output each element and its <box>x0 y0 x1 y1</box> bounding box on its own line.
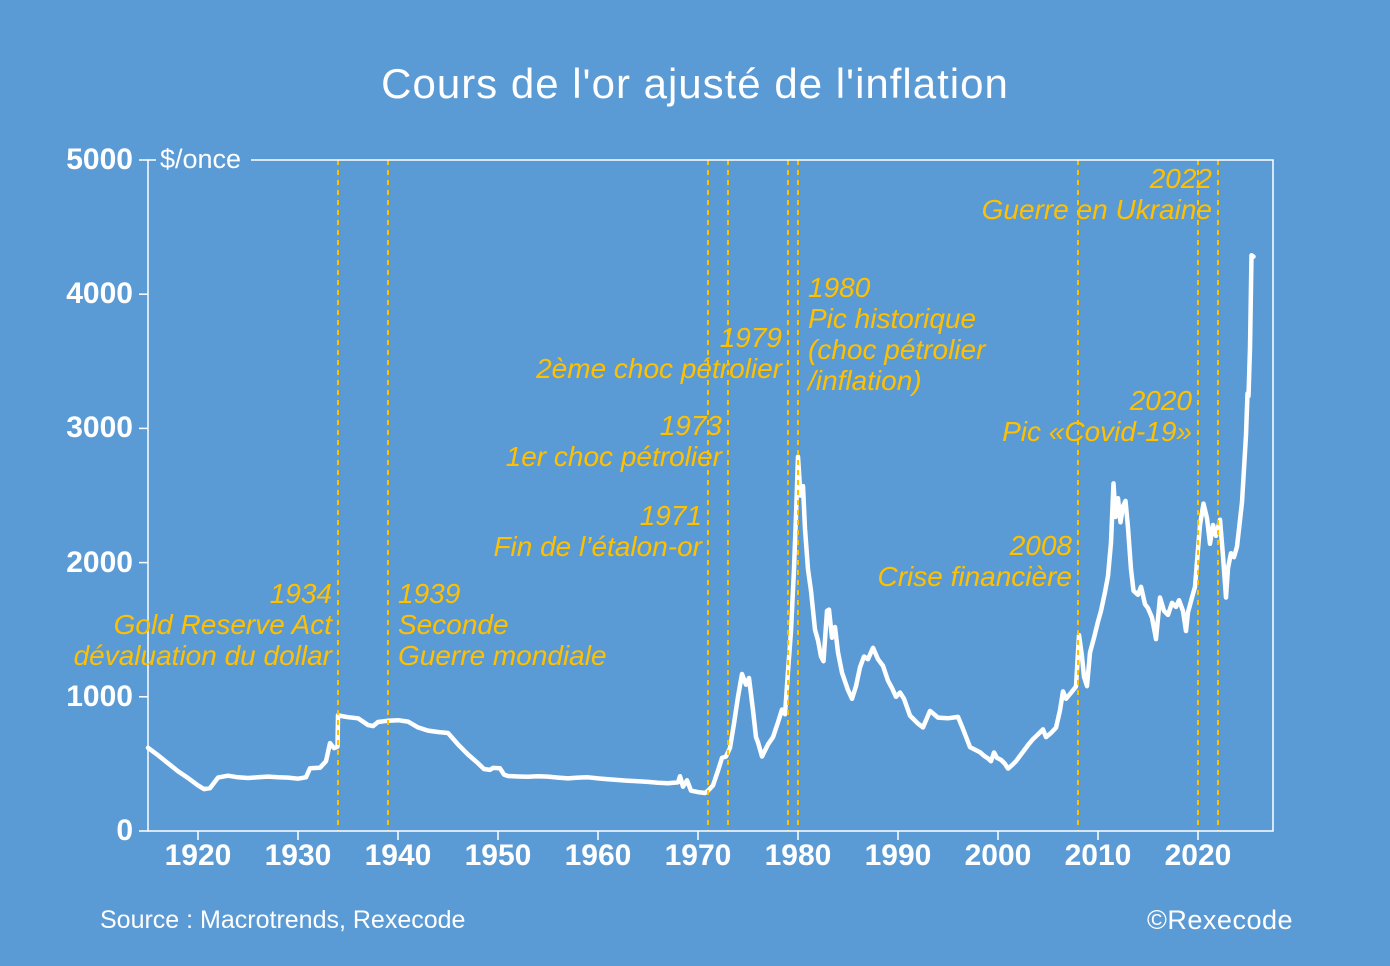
annotation-1979: 1979 2ème choc pétrolier <box>536 322 782 384</box>
x-tick-label-1940: 1940 <box>364 839 432 872</box>
annotation-line: 2020 <box>1129 385 1192 416</box>
annotation-line: /inflation) <box>808 365 922 396</box>
x-tick-label-1980: 1980 <box>764 839 832 872</box>
y-tick-label-4000: 4000 <box>66 277 133 311</box>
annotation-1973: 1973 1er choc pétrolier <box>506 410 722 472</box>
y-tick-label-2000: 2000 <box>66 545 133 579</box>
annotation-1971: 1971 Fin de l’étalon-or <box>493 500 702 562</box>
x-tick-label-2010: 2010 <box>1064 839 1132 872</box>
annotation-2008: 2008 Crise financière <box>877 530 1072 592</box>
x-tick-label-1970: 1970 <box>664 839 732 872</box>
plot-border <box>147 159 1274 832</box>
x-tick-label-1990: 1990 <box>864 839 932 872</box>
annotation-line: Guerre en Ukraine <box>981 194 1212 225</box>
annotation-2022: 2022 Guerre en Ukraine <box>982 163 1212 225</box>
annotation-line: 2022 <box>1149 163 1212 194</box>
annotation-line: Seconde <box>398 609 509 640</box>
annotation-2020: 2020 Pic «Covid-19» <box>1002 385 1192 447</box>
x-tick-label-1950: 1950 <box>464 839 532 872</box>
annotation-line: Gold Reserve Act <box>113 609 332 640</box>
chart-title: Cours de l'or ajusté de l'inflation <box>381 60 1009 107</box>
annotation-line: Fin de l’étalon-or <box>493 531 702 562</box>
y-tick-label-1000: 1000 <box>66 679 133 713</box>
x-tick-label-2000: 2000 <box>964 839 1032 872</box>
annotation-line: 1er choc pétrolier <box>505 441 722 472</box>
x-tick-label-1920: 1920 <box>164 839 232 872</box>
annotation-line: 1939 <box>398 578 461 609</box>
annotation-line: Pic historique <box>808 303 977 334</box>
source-note: Source : Macrotrends, Rexecode <box>100 906 466 934</box>
annotation-line: (choc pétrolier <box>808 334 986 365</box>
annotation-line: 1934 <box>269 578 332 609</box>
y-tick-label-3000: 3000 <box>66 411 133 445</box>
annotation-line: Guerre mondiale <box>398 640 607 671</box>
x-tick-label-2020: 2020 <box>1164 839 1232 872</box>
annotation-line: 1979 <box>719 322 782 353</box>
annotation-line: 1980 <box>808 272 871 303</box>
annotation-line: dévaluation du dollar <box>73 640 332 671</box>
x-tick-label-1960: 1960 <box>564 839 632 872</box>
y-axis-unit-label: $/once <box>156 143 252 175</box>
annotation-line: 2008 <box>1009 530 1072 561</box>
annotation-1934: 1934 Gold Reserve Act dévaluation du dolla… <box>74 578 332 671</box>
y-tick-label-5000: 5000 <box>66 143 133 176</box>
annotation-line: Crise financière <box>877 561 1072 592</box>
annotation-line: 1971 <box>639 500 702 531</box>
annotation-line: 2ème choc pétrolier <box>536 353 782 384</box>
annotation-1980: 1980 Pic historique (choc pétrolier/inflat… <box>808 272 985 396</box>
annotation-line: 1973 <box>659 410 722 441</box>
annotation-1939: 1939 Seconde Guerre mondiale <box>398 578 607 671</box>
copyright-note: ©Rexecode <box>1147 905 1293 935</box>
y-tick-label-0: 0 <box>116 814 133 847</box>
annotation-line: Pic «Covid-19» <box>1002 416 1192 447</box>
x-tick-label-1930: 1930 <box>264 839 332 872</box>
gold-price-series-line <box>145 253 1256 796</box>
